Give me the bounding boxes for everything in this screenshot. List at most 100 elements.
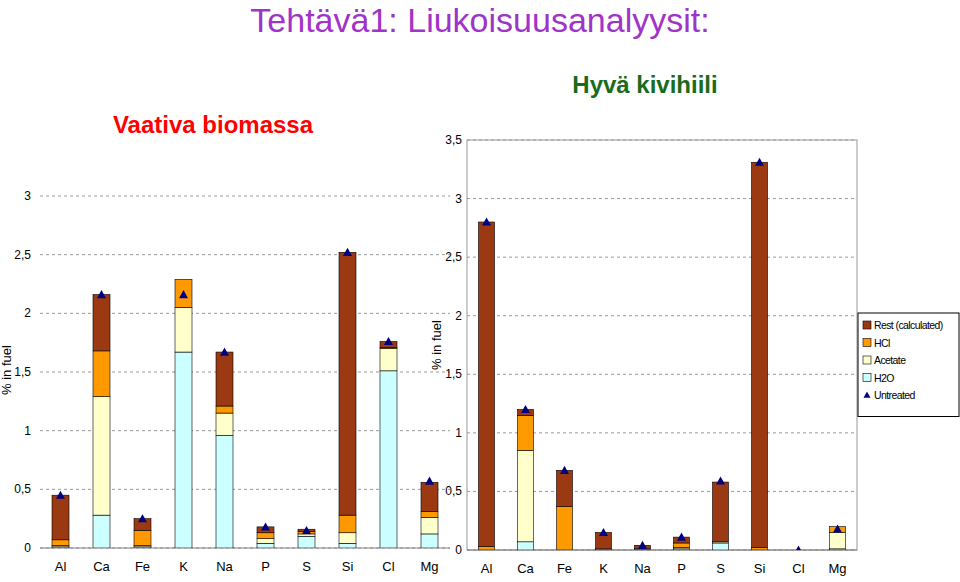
category-label: S [716,561,725,576]
marker [521,405,530,413]
bar-segment [298,534,315,536]
marker [220,348,229,356]
bar-segment [175,307,192,352]
chart: 00,511,522,533,5% in fuelHyvä kivihiiliA… [429,71,857,576]
plot-frame [467,140,857,550]
tick-label: 1,5 [14,365,31,379]
bar-segment [257,539,274,544]
bar-segment [421,517,438,533]
bar-segment [175,352,192,548]
bar-segment [713,482,729,542]
grid-line [467,198,857,199]
bar-segment [216,352,233,406]
marker [425,477,434,485]
tick-label: 3,5 [445,133,462,147]
bar-segment [421,534,438,548]
chart-title: Hyvä kivihiili [572,71,717,98]
bar-segment [752,162,768,547]
grid-line [40,196,450,197]
chart-title: Vaativa biomassa [113,111,314,138]
category-label: Al [55,559,67,574]
chart: 00,511,522,53% in fuelVaativa biomassaAl… [0,111,450,574]
marker [343,248,352,256]
bar-segment [479,222,495,546]
marker [261,522,270,530]
bar-segment [175,279,192,307]
tick-label: 2 [455,309,462,323]
bar-segment [752,548,768,550]
bar-segment [518,415,534,450]
marker [482,218,491,226]
legend: Rest (calculated)HClAcetateH2OUntreated [858,313,959,417]
category-label: P [677,561,686,576]
bar-segment [216,435,233,548]
bar-segment [635,550,651,551]
category-label: Fe [135,559,150,574]
legend-swatch [863,321,871,329]
marker [384,337,393,345]
category-label: Mg [420,559,438,574]
legend-swatch [864,392,871,398]
bar-segment [596,550,612,551]
bar-segment [339,533,356,544]
bar-segment [380,371,397,548]
legend-label: H2O [874,372,894,384]
legend-swatch [863,374,871,382]
bar-segment [557,470,573,506]
y-axis-label: % in fuel [429,320,444,370]
bar-segment [830,532,846,548]
category-label: Mg [828,561,846,576]
page: Tehtävä1: Liukoisuusanalyysit:00,511,522… [0,0,960,582]
category-label: Na [634,561,651,576]
bar-segment [380,349,397,371]
marker [97,290,106,298]
bar-segment [339,515,356,533]
bar-segment [93,515,110,548]
legend-swatch [863,356,871,364]
bar-segment [52,495,69,540]
bar-segment [421,482,438,511]
bar-segment [674,543,690,548]
tick-label: 1 [455,426,462,440]
category-label: S [302,559,311,574]
category-label: Si [342,559,354,574]
bar-segment [479,546,495,550]
legend-label: HCl [874,337,890,349]
grid-line [467,374,857,375]
category-label: K [179,559,188,574]
bar-segment [134,530,151,545]
tick-label: 2,5 [445,250,462,264]
bar-segment [518,450,534,541]
bar-segment [635,550,651,551]
tick-label: 2 [24,306,31,320]
category-label: Si [754,561,766,576]
bar-segment [557,507,573,550]
marker [599,528,608,536]
marker [138,514,147,522]
grid-line [40,254,450,255]
bar-segment [93,351,110,397]
tick-label: 3 [24,189,31,203]
chart-canvas: Tehtävä1: Liukoisuusanalyysit:00,511,522… [0,0,960,582]
marker [794,546,803,551]
grid-line [467,257,857,258]
bar-segment [52,540,69,546]
category-label: K [599,561,608,576]
category-label: Na [216,559,233,574]
grid-line [467,140,857,141]
marker [560,466,569,474]
marker [56,491,65,499]
legend-label: Acetate [874,354,906,366]
category-label: P [261,559,270,574]
bar-segment [421,512,438,518]
category-label: Ca [517,561,534,576]
y-axis-label: % in fuel [0,345,14,395]
marker [638,541,647,549]
marker [179,290,188,298]
grid-line [467,315,857,316]
tick-label: 3 [455,192,462,206]
marker [716,476,725,484]
tick-label: 0,5 [445,484,462,498]
bar-segment [175,279,192,280]
category-label: Cl [382,559,394,574]
